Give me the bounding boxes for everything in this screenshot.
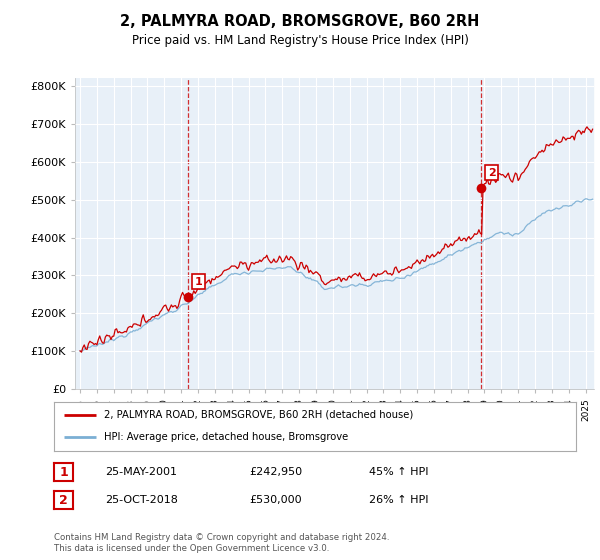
Text: £242,950: £242,950 (249, 467, 302, 477)
Text: 2: 2 (59, 493, 68, 507)
Text: 2: 2 (488, 167, 496, 178)
Text: 1: 1 (59, 465, 68, 479)
Text: Contains HM Land Registry data © Crown copyright and database right 2024.
This d: Contains HM Land Registry data © Crown c… (54, 533, 389, 553)
Text: 2, PALMYRA ROAD, BROMSGROVE, B60 2RH: 2, PALMYRA ROAD, BROMSGROVE, B60 2RH (121, 14, 479, 29)
Text: 1: 1 (194, 277, 202, 287)
Text: 2, PALMYRA ROAD, BROMSGROVE, B60 2RH (detached house): 2, PALMYRA ROAD, BROMSGROVE, B60 2RH (de… (104, 410, 413, 420)
Text: 25-OCT-2018: 25-OCT-2018 (105, 495, 178, 505)
Text: 25-MAY-2001: 25-MAY-2001 (105, 467, 177, 477)
Text: 45% ↑ HPI: 45% ↑ HPI (369, 467, 428, 477)
Text: 26% ↑ HPI: 26% ↑ HPI (369, 495, 428, 505)
Text: Price paid vs. HM Land Registry's House Price Index (HPI): Price paid vs. HM Land Registry's House … (131, 34, 469, 46)
Text: HPI: Average price, detached house, Bromsgrove: HPI: Average price, detached house, Brom… (104, 432, 348, 442)
Text: £530,000: £530,000 (249, 495, 302, 505)
